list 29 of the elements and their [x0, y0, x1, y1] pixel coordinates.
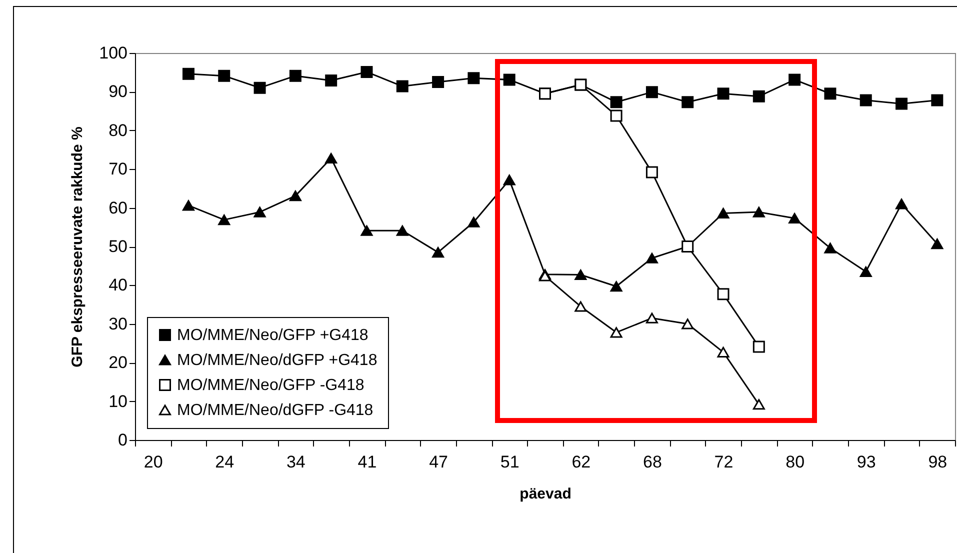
y-axis-title: GFP ekspresseeruvate rakkude % [69, 126, 86, 368]
x-tick-label: 72 [714, 452, 734, 472]
y-tick-label: 10 [108, 392, 128, 411]
y-tick-label: 100 [99, 44, 128, 62]
y-tick-label: 0 [118, 430, 128, 450]
y-tick-label: 60 [108, 198, 128, 218]
y-tick-label: 20 [108, 353, 128, 372]
x-tick-label: 51 [500, 452, 520, 472]
legend-label: MO/MME/Neo/dGFP +G418 [177, 352, 378, 369]
legend-label: MO/MME/Neo/dGFP -G418 [177, 402, 374, 419]
legend-label: MO/MME/Neo/GFP -G418 [177, 377, 364, 394]
y-tick-label: 90 [108, 82, 128, 102]
x-tick-label: 47 [429, 452, 448, 472]
y-tick-label: 40 [108, 276, 128, 295]
x-tick-label: 98 [928, 452, 948, 472]
y-tick-label: 80 [108, 120, 128, 140]
x-tick-label: 41 [358, 452, 377, 472]
x-tick-label: 24 [215, 452, 234, 472]
x-tick-label: 62 [572, 452, 591, 472]
x-tick-label: 80 [786, 452, 805, 472]
x-tick-label: 93 [856, 452, 876, 472]
x-tick-label: 34 [286, 452, 306, 472]
y-tick-label: 70 [108, 160, 128, 179]
x-axis-title: päevad [520, 486, 572, 502]
y-tick-label: 30 [108, 314, 128, 334]
legend-label: MO/MME/Neo/GFP +G418 [177, 327, 368, 344]
y-tick-label: 50 [108, 237, 128, 256]
x-tick-label: 68 [642, 452, 662, 472]
x-tick-label: 20 [144, 452, 163, 472]
